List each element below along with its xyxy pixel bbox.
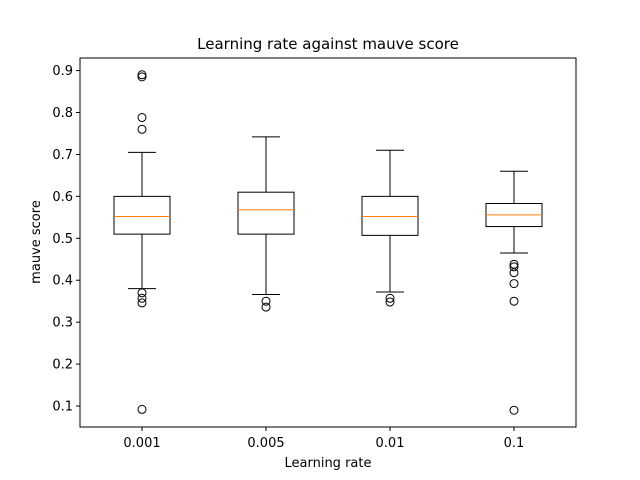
y-tick-label: 0.4 <box>52 274 73 289</box>
outlier-point <box>509 268 519 278</box>
outlier-point <box>137 404 147 414</box>
outlier-point <box>137 293 147 303</box>
box-0.001 <box>113 70 171 414</box>
x-tick-label: 0.005 <box>247 436 284 451</box>
y-tick-label: 0.1 <box>52 400 73 415</box>
outlier-point <box>509 262 519 272</box>
box-0.01 <box>361 149 419 307</box>
outlier-point <box>385 293 395 303</box>
box-iqr <box>361 195 419 236</box>
box-iqr <box>113 195 171 235</box>
y-tick-label: 0.2 <box>52 358 73 373</box>
y-tick-label: 0.3 <box>52 316 73 331</box>
y-tick-label: 0.5 <box>52 232 73 247</box>
x-axis-label: Learning rate <box>285 456 372 471</box>
x-tick-label: 0.1 <box>504 436 525 451</box>
plot-area <box>113 70 543 415</box>
outlier-point <box>137 72 147 82</box>
outlier-point <box>509 279 519 289</box>
outlier-point <box>137 298 147 308</box>
outlier-point <box>261 302 271 312</box>
outlier-point <box>137 288 147 298</box>
box-0.1 <box>485 170 543 415</box>
outlier-point <box>509 405 519 415</box>
plot-frame <box>79 57 577 428</box>
y-tick-label: 0.8 <box>52 106 73 121</box>
y-axis: 0.1 0.2 0.3 0.4 0.5 0.6 0.7 0.8 0.9 <box>52 64 80 415</box>
outlier-point <box>137 70 147 80</box>
y-tick-label: 0.6 <box>52 190 73 205</box>
box-iqr <box>237 191 295 235</box>
outlier-point <box>137 124 147 134</box>
chart-title: Learning rate against mauve score <box>197 35 459 53</box>
outlier-point <box>385 297 395 307</box>
y-axis-label: mauve score <box>29 200 44 284</box>
outlier-point <box>137 113 147 123</box>
x-tick-label: 0.01 <box>376 436 405 451</box>
outlier-point <box>261 296 271 306</box>
y-tick-label: 0.9 <box>52 64 73 79</box>
outlier-point <box>509 296 519 306</box>
x-axis: 0.001 0.005 0.01 0.1 <box>123 427 524 451</box>
x-tick-label: 0.001 <box>123 436 160 451</box>
box-0.005 <box>237 136 295 312</box>
y-tick-label: 0.7 <box>52 148 73 163</box>
